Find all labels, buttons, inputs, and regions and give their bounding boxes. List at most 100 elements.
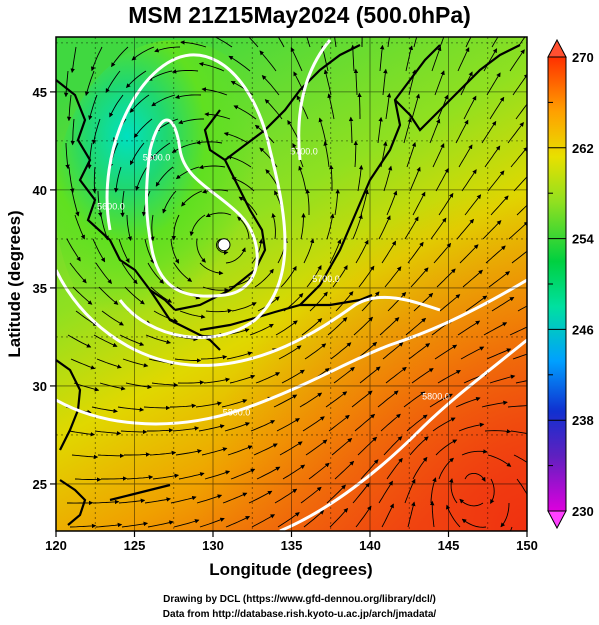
- streamline: [517, 37, 526, 48]
- cold-core-region: [56, 40, 295, 360]
- streamline: [435, 439, 458, 456]
- contour-5800-a: [56, 278, 527, 426]
- streamline: [411, 368, 434, 384]
- streamline: [151, 94, 176, 107]
- streamline: [74, 214, 85, 240]
- streamline: [105, 70, 121, 94]
- streamline: [309, 291, 328, 312]
- streamline: [95, 522, 123, 528]
- streamline: [195, 140, 223, 145]
- streamline: [484, 429, 512, 434]
- colorbar-label: 262: [572, 141, 594, 156]
- streamline: [487, 170, 505, 192]
- streamline: [118, 498, 146, 504]
- streamline: [222, 492, 248, 504]
- streamline: [325, 391, 348, 408]
- streamline: [515, 380, 527, 384]
- streamline: [143, 405, 171, 411]
- streamline: [181, 190, 203, 207]
- streamline: [231, 302, 257, 312]
- streamline: [323, 141, 330, 168]
- streamline: [491, 297, 515, 312]
- streamline: [409, 436, 429, 456]
- streamline: [515, 103, 527, 120]
- streamline: [178, 118, 204, 125]
- streamline: [90, 46, 103, 72]
- streamline: [195, 401, 222, 408]
- streamline: [385, 366, 407, 384]
- streamline: [92, 166, 97, 194]
- streamline: [382, 342, 404, 360]
- streamline: [205, 308, 233, 314]
- streamline: [172, 426, 200, 432]
- streamline: [387, 37, 390, 48]
- streamline: [66, 238, 81, 262]
- streamline: [251, 514, 276, 528]
- streamline: [385, 92, 392, 120]
- streamline: [413, 37, 418, 48]
- streamline: [74, 477, 102, 482]
- streamline: [227, 445, 253, 456]
- streamline: [179, 310, 206, 319]
- contour-5600: [105, 53, 287, 339]
- streamline: [150, 214, 155, 242]
- streamline: [500, 502, 510, 528]
- streamline: [459, 498, 484, 507]
- streamline: [122, 358, 149, 368]
- streamline: [318, 117, 327, 144]
- coastlines: [56, 44, 521, 526]
- streamline: [69, 262, 87, 284]
- streamline: [135, 166, 148, 191]
- streamline: [171, 142, 197, 153]
- streamline: [173, 262, 193, 282]
- streamline: [405, 45, 414, 72]
- streamline: [491, 37, 499, 48]
- streamline: [460, 346, 485, 360]
- streamline: [334, 37, 337, 48]
- streamline: [278, 345, 302, 360]
- streamline: [510, 146, 527, 168]
- streamline: [198, 424, 225, 432]
- streamline: [306, 37, 311, 48]
- streamline: [430, 217, 447, 240]
- streamline: [189, 214, 206, 237]
- streamline: [329, 164, 334, 191]
- contour-5700-b: [297, 39, 332, 161]
- y-tick-label: 30: [33, 379, 47, 394]
- streamline: [91, 406, 118, 414]
- streamline: [111, 46, 129, 68]
- streamline: [465, 295, 488, 312]
- streamline: [233, 105, 257, 120]
- streamline: [380, 413, 401, 432]
- streamline: [70, 46, 77, 74]
- streamline: [149, 450, 177, 456]
- streamline: [384, 266, 402, 288]
- streamline: [353, 68, 359, 96]
- streamline: [308, 462, 330, 480]
- streamline: [458, 144, 473, 168]
- streamline: [303, 510, 325, 528]
- streamline: [177, 380, 205, 385]
- streamline: [144, 238, 155, 264]
- streamline: [507, 122, 524, 144]
- x-tick-label: 150: [516, 538, 538, 553]
- streamline: [133, 118, 153, 138]
- streamline: [509, 49, 525, 72]
- streamline: [487, 454, 512, 467]
- streamline: [274, 488, 298, 504]
- streamline: [434, 70, 445, 96]
- streamline: [353, 140, 359, 168]
- streamline: [413, 292, 434, 312]
- streamline: [486, 72, 501, 96]
- streamline: [358, 265, 375, 288]
- contour-label: 5800.0: [223, 407, 251, 417]
- streamline: [125, 70, 147, 89]
- streamline: [381, 240, 396, 264]
- colorbar-top-triangle: [547, 38, 567, 58]
- map-plot-area: 5500.0 5600.0 5700.0 5800.0 5800.0 5700.0: [56, 37, 527, 531]
- streamline: [248, 490, 273, 504]
- streamline: [147, 428, 174, 433]
- streamline: [386, 457, 403, 480]
- streamline: [144, 497, 171, 504]
- streamline: [205, 212, 232, 218]
